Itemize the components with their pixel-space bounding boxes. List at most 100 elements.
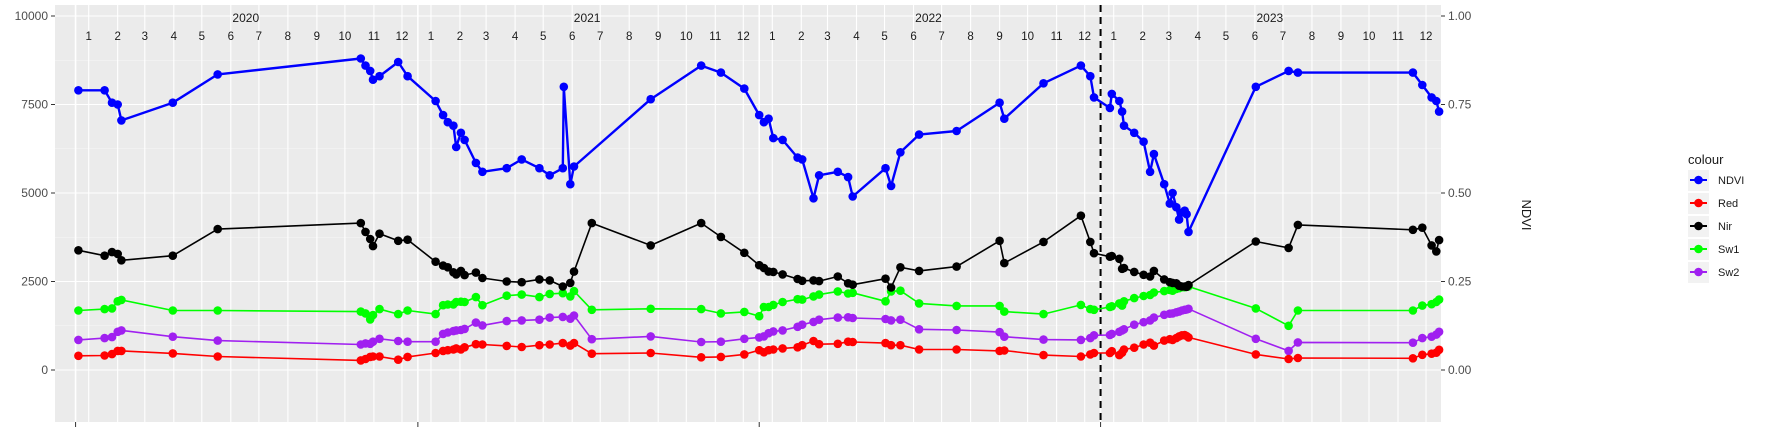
data-point-ndvi xyxy=(535,163,544,173)
right-axis-tick-label: 0.50 xyxy=(1448,186,1472,200)
data-point-sw2 xyxy=(1284,346,1293,356)
data-point-nir xyxy=(443,263,453,272)
data-point-ndvi xyxy=(393,57,403,67)
data-point-nir xyxy=(814,276,824,286)
month-label: 12 xyxy=(1420,31,1433,43)
data-point-sw2 xyxy=(569,311,579,320)
data-point-ndvi xyxy=(1039,79,1048,88)
data-point-red xyxy=(1119,345,1129,354)
data-point-sw2 xyxy=(545,313,554,322)
data-point-ndvi xyxy=(1172,202,1181,212)
data-point-sw2 xyxy=(431,337,440,347)
data-point-nir xyxy=(213,224,222,234)
legend-key-point xyxy=(1694,267,1703,277)
data-point-red xyxy=(1408,354,1418,363)
data-point-sw2 xyxy=(558,312,568,322)
data-point-sw2 xyxy=(952,325,961,335)
legend-label-red: Red xyxy=(1718,198,1738,210)
month-label: 7 xyxy=(256,31,262,43)
data-point-ndvi xyxy=(438,110,448,120)
data-point-red xyxy=(1039,350,1048,360)
month-label: 11 xyxy=(1392,31,1404,43)
data-point-sw1 xyxy=(754,311,764,321)
data-point-red xyxy=(833,339,843,349)
data-point-nir xyxy=(361,227,370,237)
data-point-ndvi xyxy=(478,167,487,177)
data-point-ndvi xyxy=(769,133,778,143)
data-point-red xyxy=(393,355,403,365)
data-point-nir xyxy=(848,280,857,290)
legend-key-point xyxy=(1694,221,1703,231)
data-point-nir xyxy=(1251,237,1261,246)
data-point-sw2 xyxy=(914,325,924,334)
data-point-sw1 xyxy=(1089,305,1099,315)
data-point-nir xyxy=(1432,247,1441,256)
data-point-ndvi xyxy=(754,110,764,120)
legend-title: colour xyxy=(1688,152,1724,167)
data-point-sw2 xyxy=(1139,317,1148,327)
data-point-nir xyxy=(403,235,412,244)
data-point-nir xyxy=(995,236,1004,246)
data-point-sw1 xyxy=(1076,300,1086,310)
data-point-sw2 xyxy=(646,332,655,341)
month-label: 1 xyxy=(428,31,434,43)
data-point-nir xyxy=(646,241,655,250)
data-point-red xyxy=(1139,340,1148,349)
data-point-nir xyxy=(535,275,544,284)
data-point-sw2 xyxy=(778,326,787,335)
data-point-sw2 xyxy=(896,315,905,325)
data-point-sw2 xyxy=(502,316,512,326)
month-label: 1 xyxy=(85,31,91,43)
data-point-sw1 xyxy=(1434,295,1444,304)
data-point-sw1 xyxy=(375,304,384,314)
right-axis-title: NDVI xyxy=(1519,199,1534,230)
month-label: 8 xyxy=(967,31,973,43)
data-point-ndvi xyxy=(797,155,807,164)
data-point-red xyxy=(716,352,726,362)
data-point-red xyxy=(375,352,384,361)
data-point-sw2 xyxy=(848,313,857,323)
data-point-sw1 xyxy=(403,306,412,315)
month-label: 2 xyxy=(798,31,804,43)
data-point-nir xyxy=(797,276,807,286)
data-point-sw2 xyxy=(478,321,487,330)
data-point-red xyxy=(886,340,896,350)
month-label: 8 xyxy=(285,31,291,43)
legend: colour NDVI Red Nir Sw1 Sw2 xyxy=(1688,152,1744,283)
right-axis-tick-label: 1.00 xyxy=(1448,9,1472,23)
data-point-red xyxy=(460,343,469,352)
data-point-sw1 xyxy=(471,292,481,302)
data-point-sw1 xyxy=(431,309,440,319)
data-point-red xyxy=(368,352,378,361)
data-point-sw1 xyxy=(393,309,403,319)
data-point-ndvi xyxy=(696,61,706,70)
data-point-ndvi xyxy=(456,128,466,138)
legend-label-nir: Nir xyxy=(1718,221,1732,233)
data-point-ndvi xyxy=(451,142,461,152)
legend-label-sw2: Sw2 xyxy=(1718,267,1739,279)
data-point-sw1 xyxy=(833,287,843,296)
legend-label-ndvi: NDVI xyxy=(1718,175,1744,187)
data-point-sw2 xyxy=(368,337,378,347)
month-label: 10 xyxy=(1021,31,1034,43)
data-point-ndvi xyxy=(566,179,575,189)
data-point-nir xyxy=(1284,243,1293,253)
data-point-sw2 xyxy=(74,335,83,345)
month-label: 1 xyxy=(1110,31,1116,43)
month-label: 3 xyxy=(483,31,489,43)
data-point-sw1 xyxy=(460,297,469,307)
data-point-nir xyxy=(740,248,749,258)
series-layer xyxy=(74,54,1444,365)
data-point-ndvi xyxy=(365,66,375,76)
data-point-sw1 xyxy=(168,306,178,315)
data-point-nir xyxy=(1418,223,1427,232)
data-point-sw2 xyxy=(1129,320,1139,330)
data-point-nir xyxy=(1000,258,1009,268)
data-point-sw2 xyxy=(517,316,526,325)
data-point-red xyxy=(769,345,778,354)
data-point-sw1 xyxy=(502,291,512,301)
data-point-ndvi xyxy=(848,192,857,201)
data-point-sw2 xyxy=(587,334,597,344)
data-point-ndvi xyxy=(1293,68,1303,77)
